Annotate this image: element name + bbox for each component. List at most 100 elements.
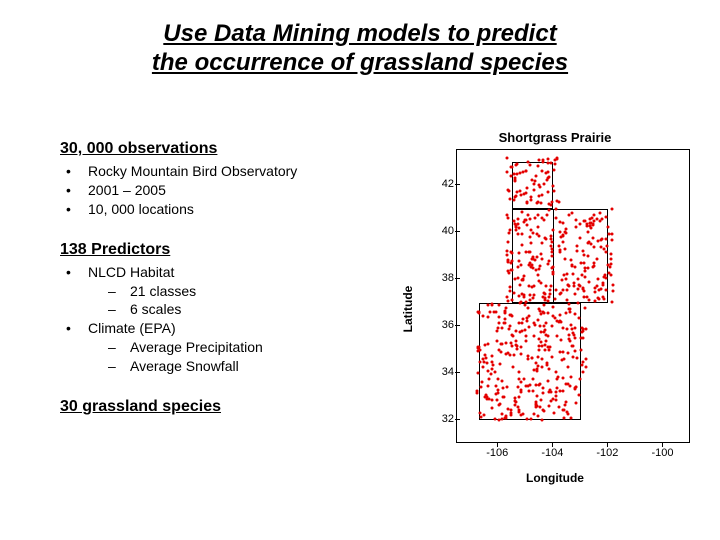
data-point [540, 193, 543, 196]
data-point [514, 340, 517, 343]
data-point [552, 185, 555, 188]
data-point [572, 355, 575, 358]
data-point [548, 208, 551, 211]
data-point [598, 288, 601, 291]
data-point [591, 236, 594, 239]
data-point [574, 265, 577, 268]
data-point [528, 326, 531, 329]
data-point [506, 240, 509, 243]
data-point [549, 244, 552, 247]
data-point [581, 371, 584, 374]
data-point [567, 213, 570, 216]
data-point [555, 386, 558, 389]
data-point [560, 320, 563, 323]
data-point [582, 361, 585, 364]
data-point [531, 389, 534, 392]
data-point [545, 213, 548, 216]
data-point [571, 327, 574, 330]
data-point [524, 384, 527, 387]
data-point [550, 235, 553, 238]
data-point [593, 265, 596, 268]
data-point [515, 173, 518, 176]
data-point [558, 230, 561, 233]
data-point [531, 356, 534, 359]
data-point [551, 266, 554, 269]
data-point [608, 271, 611, 274]
text-content: 30, 000 observations Rocky Mountain Bird… [60, 140, 400, 420]
data-point [485, 357, 488, 360]
data-point [504, 321, 507, 324]
data-point [555, 335, 558, 338]
data-point [519, 346, 522, 349]
data-point [535, 367, 538, 370]
data-point [515, 190, 518, 193]
data-point [582, 262, 585, 265]
list-item: 21 classes [108, 282, 400, 301]
data-point [509, 342, 512, 345]
data-point [552, 189, 555, 192]
list-item: NLCD Habitat 21 classes 6 scales [64, 263, 400, 320]
x-tick: -106 [486, 447, 508, 459]
data-point [487, 378, 490, 381]
data-point [546, 171, 549, 174]
data-point [478, 312, 481, 315]
data-point [539, 265, 542, 268]
data-point [520, 390, 523, 393]
data-point [525, 250, 528, 253]
data-point [521, 278, 524, 281]
data-point [537, 165, 540, 168]
data-point [494, 385, 497, 388]
data-point [528, 285, 531, 288]
data-point [577, 317, 580, 320]
data-point [547, 262, 550, 265]
data-point [554, 394, 557, 397]
data-point [537, 280, 540, 283]
data-point [481, 381, 484, 384]
observations-list: Rocky Mountain Bird Observatory 2001 – 2… [60, 162, 400, 219]
data-point [586, 266, 589, 269]
data-point [517, 217, 520, 220]
list-item: Rocky Mountain Bird Observatory [64, 162, 400, 181]
data-point [575, 225, 578, 228]
data-point [542, 391, 545, 394]
data-point [579, 377, 582, 380]
data-point [540, 202, 543, 205]
data-point [497, 392, 500, 395]
data-point [530, 198, 533, 201]
slide-title: Use Data Mining models to predict the oc… [0, 0, 720, 78]
data-point [544, 329, 547, 332]
data-point [527, 357, 530, 360]
data-point [541, 408, 544, 411]
data-point [554, 216, 557, 219]
data-point [568, 307, 571, 310]
x-axis-label: Longitude [420, 471, 690, 485]
data-point [537, 337, 540, 340]
data-point [506, 189, 509, 192]
data-point [555, 390, 558, 393]
data-point [519, 301, 522, 304]
data-point [523, 329, 526, 332]
data-point [603, 247, 606, 250]
data-point [563, 357, 566, 360]
data-point [611, 207, 614, 210]
data-point [550, 325, 553, 328]
data-point [497, 321, 500, 324]
data-point [522, 220, 525, 223]
data-point [577, 394, 580, 397]
data-point [565, 410, 568, 413]
data-point [551, 272, 554, 275]
data-point [515, 164, 518, 167]
data-point [573, 282, 576, 285]
data-point [538, 234, 541, 237]
data-point [550, 250, 553, 253]
data-point [609, 252, 612, 255]
data-point [601, 282, 604, 285]
data-point [559, 314, 562, 317]
data-point [567, 351, 570, 354]
data-point [531, 377, 534, 380]
data-point [541, 158, 544, 161]
data-point [568, 339, 571, 342]
data-point [596, 296, 599, 299]
data-point [547, 346, 550, 349]
data-point [521, 322, 524, 325]
